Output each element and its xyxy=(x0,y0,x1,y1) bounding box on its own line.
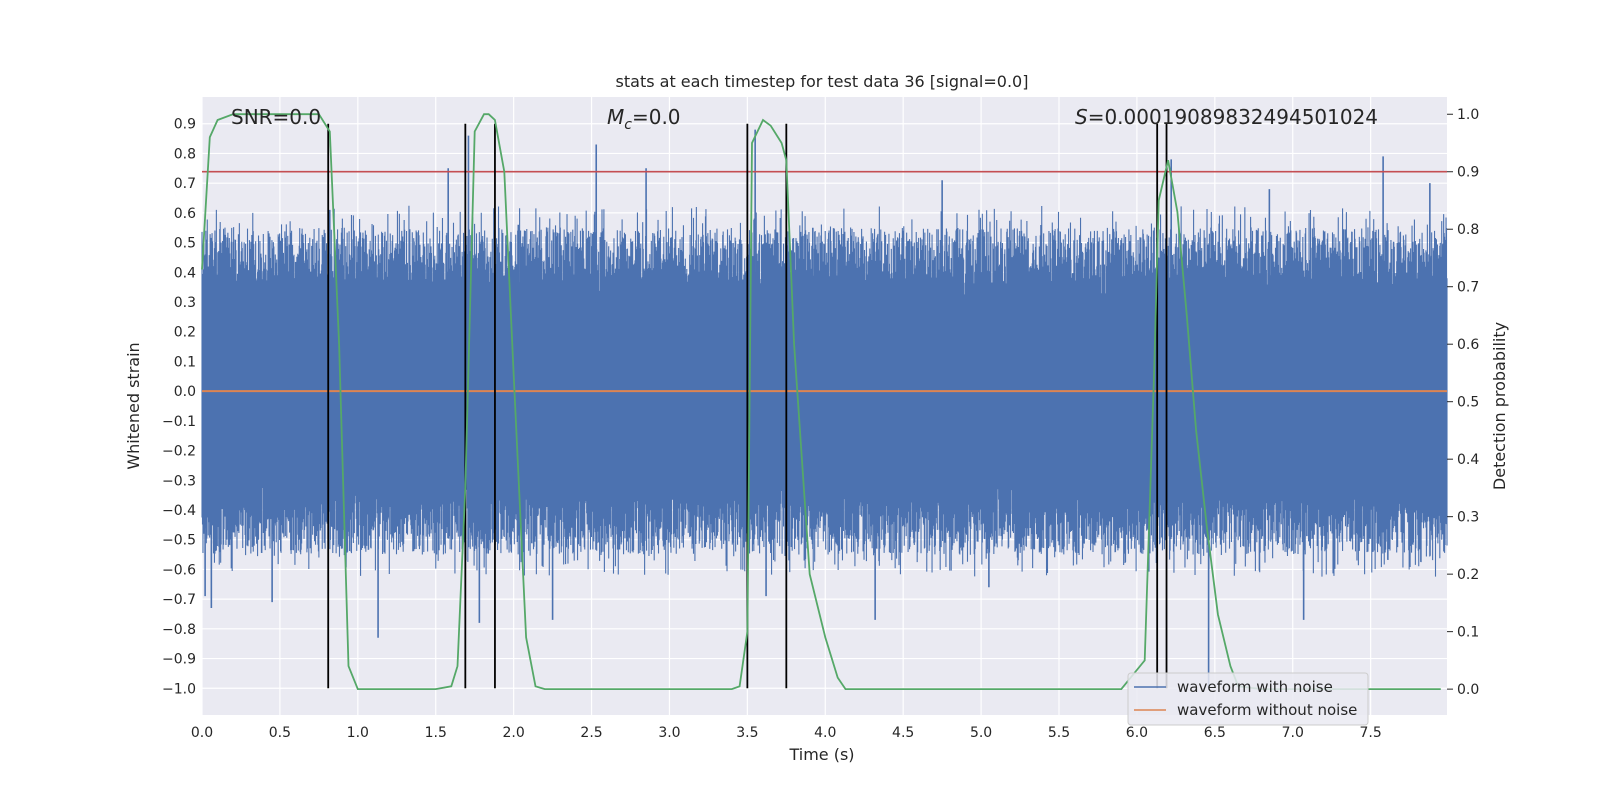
y-tick-label: 0.0 xyxy=(174,384,196,400)
y-tick-label: −0.9 xyxy=(162,652,196,668)
y-tick-label: 0.8 xyxy=(174,146,196,162)
y-axis-right: 1.0 0.9 0.8 0.7 0.6 0.5 0.4 0.3 0.2 0.1 0.0 xyxy=(1447,107,1479,698)
y-axis-left: 0.9 0.8 0.7 0.6 0.5 0.4 0.3 0.2 0.1 0.0 −0.1 −0.2 −0… xyxy=(162,117,196,698)
y-axis-label: Whitened strain xyxy=(124,342,143,469)
y2-tick-label: 0.0 xyxy=(1457,682,1479,698)
y2-tick-label: 0.9 xyxy=(1457,165,1479,181)
x-tick-label: 5.5 xyxy=(1048,725,1070,741)
y-tick-label: 0.2 xyxy=(174,325,196,341)
x-tick-label: 4.5 xyxy=(892,725,914,741)
y-tick-label: −0.7 xyxy=(162,592,196,608)
s-value: =0.00019089832494501024 xyxy=(1088,105,1378,129)
y2-tick-label: 1.0 xyxy=(1457,107,1479,123)
y-tick-label: 0.4 xyxy=(174,265,196,281)
y-tick-label: 0.7 xyxy=(174,176,196,192)
y2-tick-label: 0.7 xyxy=(1457,280,1479,296)
x-tick-label: 0.0 xyxy=(191,725,213,741)
y-tick-label: −0.8 xyxy=(162,622,196,638)
y2-axis-label: Detection probability xyxy=(1490,322,1509,490)
legend-label-noise: waveform with noise xyxy=(1177,678,1333,696)
y-tick-label: −0.1 xyxy=(162,414,196,430)
y-tick-label: −0.2 xyxy=(162,444,196,460)
x-tick-label: 4.0 xyxy=(814,725,836,741)
mc-symbol: M xyxy=(607,105,624,129)
y-tick-label: 0.1 xyxy=(174,354,196,370)
x-tick-label: 6.5 xyxy=(1204,725,1226,741)
legend-box xyxy=(1127,672,1369,726)
y-tick-label: −1.0 xyxy=(162,681,196,697)
y-tick-label: −0.4 xyxy=(162,503,196,519)
s-symbol: S xyxy=(1075,105,1088,129)
chart-title: stats at each timestep for test data 36 … xyxy=(616,72,1029,91)
y-tick-label: −0.3 xyxy=(162,473,196,489)
y2-tick-label: 0.6 xyxy=(1457,337,1479,353)
x-tick-label: 2.5 xyxy=(580,725,602,741)
detection-probability-line xyxy=(201,113,1441,690)
chirp-mass-annotation: Mc=0.0 xyxy=(607,105,681,133)
x-tick-label: 5.0 xyxy=(970,725,992,741)
x-tick-label: 1.0 xyxy=(347,725,369,741)
y-tick-label: 0.6 xyxy=(174,206,196,222)
legend-label-clean: waveform without noise xyxy=(1177,701,1357,719)
plot-area xyxy=(201,97,1448,715)
x-axis: 0.0 0.5 1.0 1.5 2.0 2.5 3.0 3.5 4.0 4.5 5.0 5.5 6.0 6… xyxy=(191,725,1382,741)
x-tick-label: 3.5 xyxy=(736,725,758,741)
y2-tick-label: 0.5 xyxy=(1457,395,1479,411)
overlay-lines xyxy=(201,113,1447,690)
y-tick-label: 0.9 xyxy=(174,117,196,133)
snr-annotation: SNR=0.0 xyxy=(231,105,321,129)
y-tick-label: 0.5 xyxy=(174,236,196,252)
y2-tick-label: 0.2 xyxy=(1457,567,1479,583)
y2-tick-label: 0.3 xyxy=(1457,510,1479,526)
y-tick-label: −0.6 xyxy=(162,562,196,578)
x-tick-label: 7.5 xyxy=(1360,725,1382,741)
y2-tick-label: 0.4 xyxy=(1457,452,1479,468)
x-tick-label: 2.0 xyxy=(503,725,525,741)
mc-subscript: c xyxy=(624,117,632,133)
x-axis-label: Time (s) xyxy=(788,745,854,764)
x-tick-label: 0.5 xyxy=(269,725,291,741)
y-tick-label: 0.3 xyxy=(174,295,196,311)
score-annotation: S=0.00019089832494501024 xyxy=(1075,105,1378,129)
x-tick-label: 3.0 xyxy=(658,725,680,741)
x-tick-label: 1.5 xyxy=(425,725,447,741)
mc-value: =0.0 xyxy=(632,105,681,129)
x-tick-label: 7.0 xyxy=(1282,725,1304,741)
y2-tick-label: 0.8 xyxy=(1457,222,1479,238)
y-tick-label: −0.5 xyxy=(162,533,196,549)
x-tick-label: 6.0 xyxy=(1126,725,1148,741)
legend: waveform with noise waveform without noi… xyxy=(1127,672,1369,726)
y2-tick-label: 0.1 xyxy=(1457,625,1479,641)
